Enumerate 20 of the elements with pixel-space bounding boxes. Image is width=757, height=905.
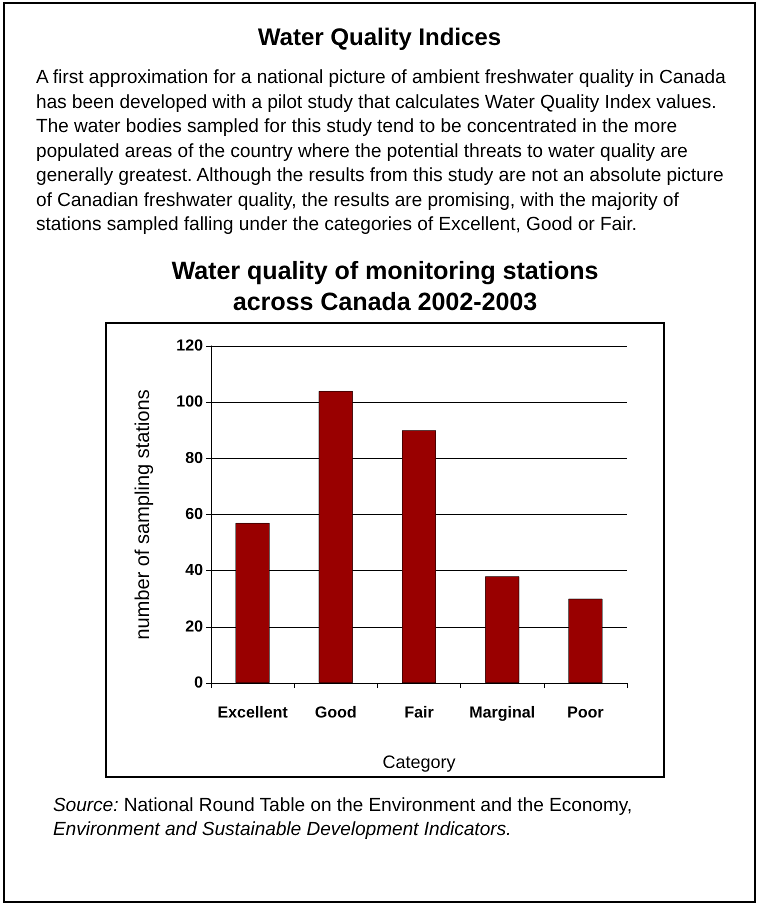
y-tick-label: 20 — [185, 618, 204, 635]
y-tick-label: 60 — [185, 506, 204, 522]
y-tick-label: 40 — [185, 562, 204, 579]
x-tick-label: Poor — [567, 704, 604, 721]
x-tick-label: Excellent — [217, 704, 288, 721]
x-tick-label: Good — [314, 704, 357, 721]
source-note: Source: — [53, 794, 118, 816]
y-tick-label: 100 — [176, 393, 204, 410]
text: A first approximation for a national picture of ambient freshwater quality in Canada has been developed with a pilot study that calculates Water Quality Index values. The water bodies sampled for this study tend to be concentrated in the more populated areas of the country where the potential threats to water quality are generally greatest. Although the results from this study are not an absolute picture of Canadian freshwater quality, the results are promising, with the majority of stations sampled falling under the categories of Excellent, Good or Fair. — [36, 66, 727, 237]
x-tick-label: Marginal — [469, 704, 536, 721]
x-tick-label: Fair — [404, 704, 434, 721]
x-axis-title: Category — [382, 752, 456, 772]
y-tick-label: 0 — [194, 674, 204, 691]
y-tick-label: 80 — [185, 449, 204, 466]
y-tick-label: 120 — [176, 337, 204, 354]
chart-title: Water quality of monitoring stations across Canada 2002-2003 — [170, 256, 600, 318]
text: Water Quality Indices — [256, 24, 502, 52]
text: National Round Table on the Environment and the Economy, — [124, 794, 632, 816]
text: Environment and Sustainable Development Indicators. — [53, 819, 512, 840]
y-axis-title: number of sampling stations — [132, 388, 154, 640]
